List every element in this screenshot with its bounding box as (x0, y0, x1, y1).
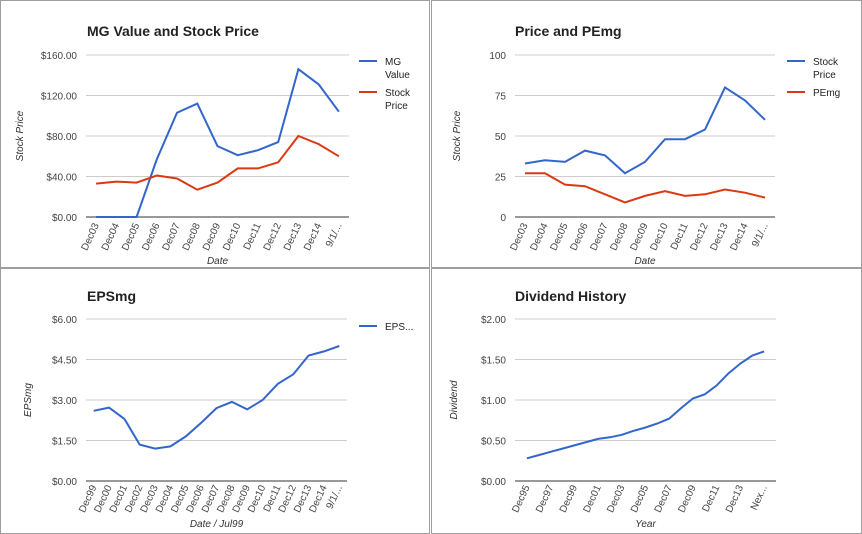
y-tick-label: $3.00 (52, 396, 77, 407)
x-tick-label: Dec14 (729, 221, 751, 252)
chart-title: Price and PEmg (515, 23, 622, 39)
legend-label: Stock Price (813, 57, 839, 81)
y-tick-label: $1.50 (52, 437, 77, 448)
y-tick-label: $1.00 (481, 396, 506, 407)
x-tick-label: Dec12 (262, 221, 284, 252)
chart-svg-price-pemg: Price and PEmg 0 25 50 75 100 Stock Price Date D… (452, 23, 840, 267)
y-axis-label: Stock Price (452, 110, 463, 161)
x-tick-label: Dec11 (242, 221, 264, 252)
chart-title: Dividend History (515, 288, 626, 304)
y-axis-label: EPSmg (23, 383, 34, 417)
legend-label: MG Value (385, 57, 410, 81)
y-tick-label: $120.00 (41, 92, 78, 103)
x-tick-label: Dec13 (282, 221, 304, 252)
chart-title: MG Value and Stock Price (87, 23, 259, 39)
x-tick-label: Dec09 (201, 221, 223, 252)
series-line-0 (524, 85, 766, 175)
x-tick-label: Dec97 (534, 483, 556, 514)
y-tick-label: $160.00 (41, 51, 78, 62)
y-tick-label: $4.50 (52, 356, 77, 367)
y-tick-label: $80.00 (46, 132, 77, 143)
chart-title: EPSmg (87, 288, 136, 304)
chart-panel-dividend-history: Dividend History $0.00 $0.50 $1.00 $1.50 $2.0… (431, 268, 862, 534)
chart-panel-epsmg: EPSmg $0.00 $1.50 $3.00 $4.50 $6.00 EPSmg Date … (0, 268, 430, 534)
x-tick-label: Dec05 (629, 483, 651, 514)
x-tick-label: 9/1/... (324, 222, 345, 249)
y-tick-label: $6.00 (52, 315, 77, 326)
x-tick-label: Dec06 (140, 221, 162, 252)
x-axis-label: Date / Jul99 (190, 519, 244, 530)
chart-svg-mg-value: MG Value and Stock Price $0.00 $40.00 $80.0… (15, 23, 411, 267)
x-axis-label: Date (634, 256, 656, 267)
chart-panel-price-pemg: Price and PEmg 0 25 50 75 100 Stock Price Date D… (431, 0, 862, 268)
x-tick-label: Dec09 (676, 483, 698, 514)
y-tick-label: 75 (495, 92, 507, 103)
y-tick-label: $1.50 (481, 356, 506, 367)
y-tick-label: 50 (495, 132, 507, 143)
series-line-1 (525, 172, 766, 204)
x-axis-label: Year (635, 519, 656, 530)
y-tick-label: $0.00 (481, 477, 506, 488)
x-tick-label: Dec07 (653, 483, 675, 514)
y-tick-label: $0.00 (52, 477, 77, 488)
x-tick-label: Dec14 (302, 221, 324, 252)
y-tick-label: $2.00 (481, 315, 506, 326)
x-tick-label: Dec07 (161, 221, 183, 252)
x-tick-label: Dec99 (558, 483, 580, 514)
x-tick-label: Dec08 (181, 221, 203, 252)
y-tick-label: 100 (489, 51, 506, 62)
series-line-dividend (526, 350, 765, 460)
x-tick-label: Dec05 (120, 221, 142, 252)
legend-label: PEmg (813, 88, 840, 99)
x-tick-label: Dec95 (510, 483, 532, 514)
x-tick-label: Dec01 (582, 483, 604, 514)
y-tick-label: 25 (495, 173, 507, 184)
y-axis-label: Stock Price (15, 110, 26, 161)
y-tick-label: 0 (500, 213, 506, 224)
x-tick-label: Dec13 (724, 483, 746, 514)
x-tick-label: Dec11 (701, 483, 723, 514)
x-tick-label: Dec03 (80, 221, 102, 252)
x-tick-label: Dec10 (221, 221, 243, 252)
y-tick-label: $0.50 (481, 437, 506, 448)
series-line-0 (96, 67, 340, 218)
y-axis-label: Dividend (449, 380, 460, 419)
chart-svg-dividend-history: Dividend History $0.00 $0.50 $1.00 $1.50 $2.0… (449, 288, 776, 530)
chart-svg-epsmg: EPSmg $0.00 $1.50 $3.00 $4.50 $6.00 EPSmg Date … (23, 288, 413, 530)
legend-label: EPS... (385, 322, 413, 333)
y-tick-label: $40.00 (46, 173, 77, 184)
x-axis-label: Date (207, 256, 229, 267)
x-tick-label: Dec03 (605, 483, 627, 514)
x-tick-label: Dec04 (100, 221, 122, 252)
x-tick-label: 9/1/... (750, 222, 771, 249)
legend-label: Stock Price (385, 88, 411, 112)
x-tick-label: Dec10 (649, 221, 671, 252)
y-tick-label: $0.00 (52, 213, 77, 224)
chart-panel-mg-value: MG Value and Stock Price $0.00 $40.00 $80.0… (0, 0, 430, 268)
x-tick-label: Dec11 (669, 221, 691, 252)
x-tick-label: Nex... (749, 484, 770, 512)
series-line-0 (93, 345, 340, 450)
